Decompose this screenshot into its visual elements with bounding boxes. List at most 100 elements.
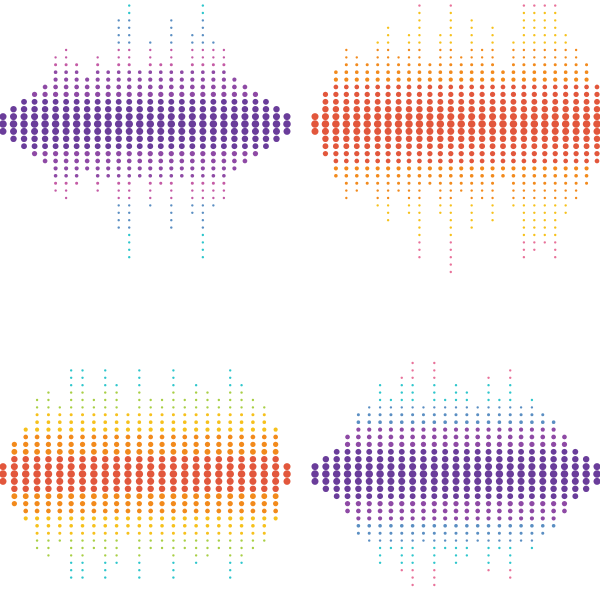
wave-dot <box>34 508 40 514</box>
wave-dot <box>541 98 548 105</box>
wave-dot <box>220 120 228 128</box>
wave-dot <box>273 135 280 143</box>
wave-dot <box>530 531 534 535</box>
wave-dot <box>443 413 447 417</box>
wave-dot <box>541 413 545 417</box>
wave-column <box>146 41 155 207</box>
wave-dot <box>447 98 454 105</box>
wave-dot <box>212 48 215 52</box>
wave-dot <box>272 455 279 463</box>
wave-dot <box>416 143 423 150</box>
wave-column <box>209 41 218 207</box>
wave-dot <box>182 516 187 521</box>
wave-dot <box>63 158 69 164</box>
wave-dot <box>572 120 580 128</box>
wave-dot <box>180 470 189 478</box>
wave-dot <box>95 70 100 74</box>
wave-column <box>283 113 291 135</box>
wave-dot <box>561 493 568 500</box>
wave-dot <box>554 248 557 251</box>
wave-dot <box>489 98 496 105</box>
wave-column <box>93 56 102 192</box>
wave-dot <box>386 196 390 200</box>
wave-dot <box>262 531 266 535</box>
wave-dot <box>539 485 546 493</box>
wave-dot <box>239 434 244 440</box>
wave-dot <box>69 531 73 535</box>
wave-dot <box>561 485 568 493</box>
wave-dot <box>69 413 73 417</box>
wave-dot <box>533 19 536 22</box>
wave-dot <box>553 63 557 67</box>
wave-dot <box>443 531 447 535</box>
wave-dot <box>470 204 473 207</box>
wave-dot <box>188 113 196 121</box>
wave-dot <box>582 463 590 471</box>
wave-dot <box>400 376 403 379</box>
wave-dot <box>45 441 52 448</box>
wave-dot <box>552 143 559 150</box>
wave-dot <box>192 485 200 493</box>
wave-dot <box>228 413 232 417</box>
wave-dot <box>81 406 84 409</box>
wave-dot <box>497 420 502 424</box>
wave-dot <box>199 105 207 113</box>
wave-dot <box>242 158 248 164</box>
wave-dot <box>452 455 460 463</box>
wave-dot <box>521 91 527 98</box>
wave-dot <box>470 19 473 22</box>
wave-dot <box>443 398 447 402</box>
wave-dot <box>508 516 513 521</box>
wave-dot <box>137 531 141 535</box>
wave-dot <box>562 127 570 135</box>
wave-dot <box>594 84 600 90</box>
wave-dot <box>389 398 393 402</box>
wave-dot <box>411 369 414 372</box>
wave-dot <box>442 441 448 448</box>
wave-column <box>272 105 281 143</box>
wave-dot <box>509 113 517 121</box>
wave-column <box>415 4 424 259</box>
wave-dot <box>322 135 329 143</box>
wave-dot <box>215 477 223 485</box>
wave-dot <box>35 406 39 409</box>
wave-dot <box>127 63 131 67</box>
wave-column <box>488 26 497 222</box>
wave-dot <box>428 70 432 74</box>
wave-dot <box>353 135 360 143</box>
wave-dot <box>522 70 526 74</box>
wave-dot <box>171 413 175 417</box>
wave-dot <box>115 546 118 550</box>
wave-dot <box>137 77 142 82</box>
wave-column <box>463 391 471 557</box>
wave-dot <box>232 166 237 171</box>
wave-dot <box>448 166 453 171</box>
wave-column <box>262 98 270 150</box>
wave-dot <box>433 561 436 564</box>
wave-dot <box>58 539 61 542</box>
wave-dot <box>376 196 379 200</box>
wave-dot <box>81 546 84 550</box>
wave-dot <box>252 91 259 98</box>
wave-dot <box>332 143 339 150</box>
wave-dot <box>562 135 569 143</box>
wave-dot <box>433 398 436 402</box>
wave-dot <box>189 150 195 157</box>
wave-dot <box>170 189 173 192</box>
wave-dot <box>115 384 118 387</box>
wave-dot <box>147 135 154 143</box>
wave-dot <box>46 420 51 424</box>
wave-dot <box>203 470 212 478</box>
wave-dot <box>355 485 362 493</box>
wave-column <box>540 4 549 244</box>
wave-dot <box>344 166 349 171</box>
wave-dot <box>509 561 512 564</box>
wave-column <box>33 398 41 550</box>
wave-dot <box>51 120 60 128</box>
wave-dot <box>522 181 526 185</box>
wave-dot <box>533 196 536 200</box>
wave-dot <box>272 485 279 493</box>
wave-dot <box>553 174 557 178</box>
wave-column <box>180 398 189 550</box>
wave-column <box>408 361 417 587</box>
